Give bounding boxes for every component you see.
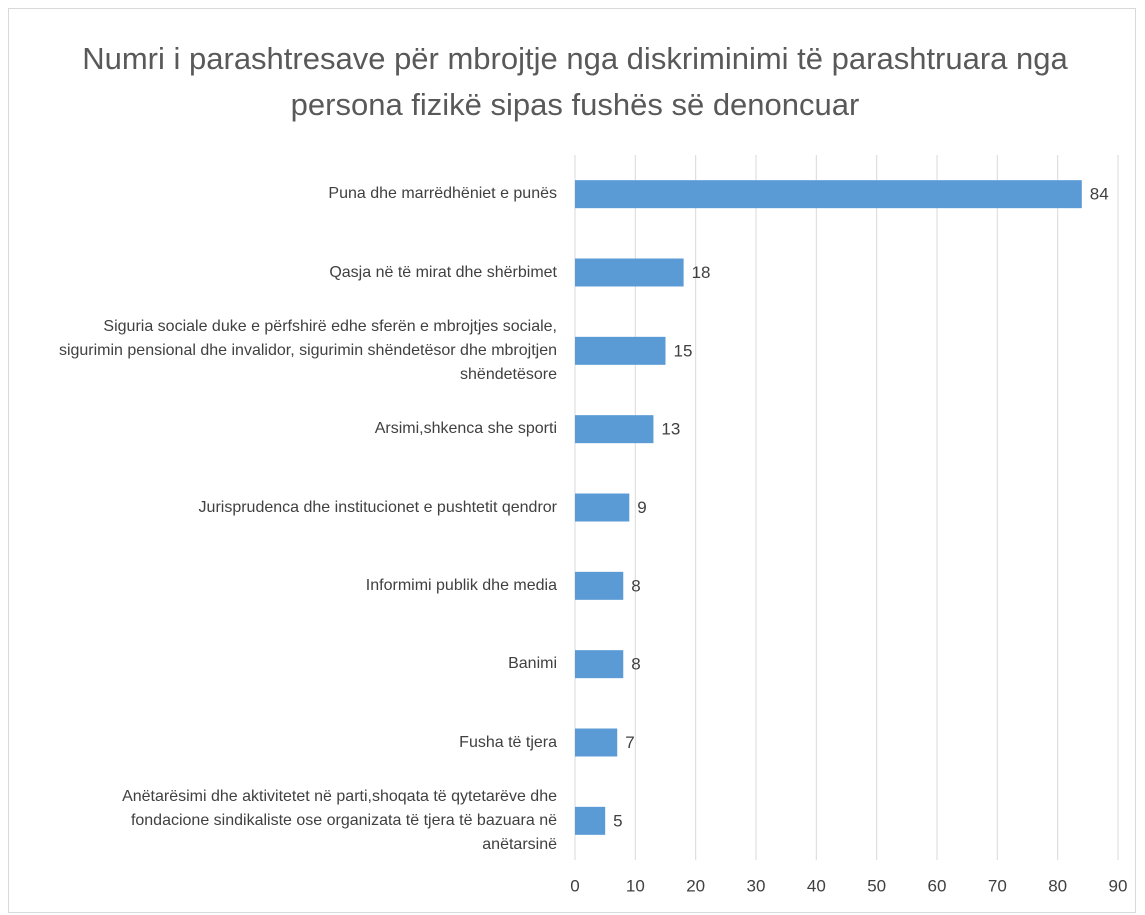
- x-tick-label: 20: [686, 876, 705, 895]
- value-label: 13: [661, 420, 680, 439]
- y-tick-label: Banimi: [508, 655, 557, 673]
- y-tick-label: Puna dhe marrëdhëniet e punës: [328, 185, 557, 203]
- x-tick-label: 80: [1048, 876, 1067, 895]
- x-tick-label: 40: [807, 876, 826, 895]
- chart-frame: [8, 8, 1136, 913]
- x-tick-label: 70: [988, 876, 1007, 895]
- bar: [575, 180, 1082, 209]
- value-label: 8: [631, 655, 640, 674]
- bar: [575, 728, 618, 757]
- bar: [575, 493, 630, 522]
- value-label: 84: [1090, 185, 1109, 204]
- x-tick-label: 30: [747, 876, 766, 895]
- x-tick-label: 60: [928, 876, 947, 895]
- bar: [575, 571, 624, 600]
- chart-title: Numri i parashtresave për mbrojtje nga d…: [82, 41, 1068, 122]
- value-label: 15: [674, 341, 693, 360]
- value-label: 5: [613, 811, 622, 830]
- y-tick-label: Siguria sociale duke e përfshirë edhe sf…: [58, 317, 557, 383]
- x-tick-label: 0: [570, 876, 579, 895]
- x-tick-label: 90: [1109, 876, 1128, 895]
- y-tick-label: Arsimi,shkenca she sporti: [374, 420, 557, 438]
- bar: [575, 336, 666, 365]
- value-label: 9: [637, 498, 646, 517]
- y-tick-label: Anëtarësimi dhe aktivitetet në parti,sho…: [122, 787, 557, 853]
- y-tick-label: Qasja në të mirat dhe shërbimet: [329, 263, 557, 281]
- bar: [575, 258, 684, 287]
- y-tick-label: Fusha të tjera: [459, 733, 557, 751]
- x-tick-label: 10: [626, 876, 645, 895]
- y-tick-label: Jurisprudenca dhe institucionet e pushte…: [198, 498, 557, 516]
- x-tick-label: 50: [867, 876, 886, 895]
- bar: [575, 415, 654, 444]
- value-label: 7: [625, 733, 634, 752]
- bar: [575, 650, 624, 679]
- value-label: 18: [692, 263, 711, 282]
- value-label: 8: [631, 576, 640, 595]
- y-tick-label: Informimi publik dhe media: [365, 576, 557, 594]
- bar: [575, 806, 606, 835]
